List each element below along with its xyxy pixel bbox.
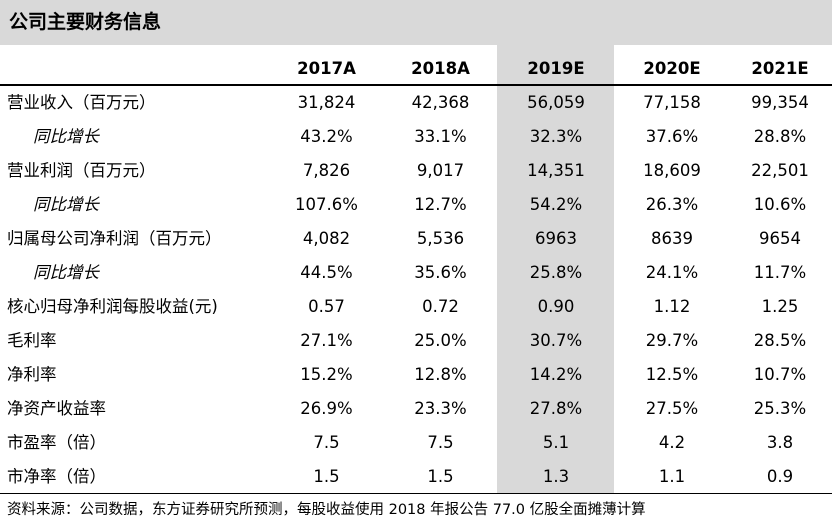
- table-cell: 3.8: [766, 433, 794, 452]
- table-cell: 43.2%: [300, 127, 353, 146]
- table-cell: 42,368: [411, 93, 470, 112]
- table-row: 净利率 15.2% 12.8% 14.2% 12.5% 10.7%: [0, 358, 832, 392]
- row-label: 市盈率（倍）: [7, 433, 106, 452]
- row-label: 同比增长: [33, 263, 99, 282]
- table-cell: 32.3%: [529, 127, 583, 146]
- table-cell: 10.6%: [753, 195, 807, 214]
- row-label: 市净率（倍）: [7, 467, 106, 486]
- table-cell: 1.3: [542, 467, 570, 486]
- table-cell: 12.5%: [645, 365, 699, 384]
- table-row: 同比增长 107.6% 12.7% 54.2% 26.3% 10.6%: [0, 188, 832, 222]
- column-header: 2020E: [643, 59, 701, 78]
- row-label: 毛利率: [7, 331, 57, 350]
- table-cell: 6963: [535, 229, 577, 248]
- row-label: 营业利润（百万元）: [7, 161, 156, 180]
- table-cell: 7.5: [427, 433, 454, 452]
- table-cell: 26.9%: [300, 399, 353, 418]
- table-row: 毛利率 27.1% 25.0% 30.7% 29.7% 28.5%: [0, 324, 832, 358]
- table-cell: 35.6%: [414, 263, 467, 282]
- table-cell: 0.72: [422, 297, 459, 316]
- source-note: 资料来源：公司数据，东方证券研究所预测，每股收益使用 2018 年报公告 77.…: [7, 502, 646, 518]
- title-bar: 公司主要财务信息: [0, 0, 832, 45]
- table-cell: 1.5: [313, 467, 340, 486]
- table-cell: 25.3%: [753, 399, 807, 418]
- table-cell: 4.2: [658, 433, 686, 452]
- table-cell: 27.1%: [300, 331, 353, 350]
- table-cell: 0.9: [766, 467, 794, 486]
- table-cell: 11.7%: [753, 263, 807, 282]
- table-cell: 77,158: [643, 93, 701, 112]
- row-label: 归属母公司净利润（百万元）: [7, 229, 222, 248]
- table-cell: 7,826: [302, 161, 351, 180]
- table-cell: 27.8%: [529, 399, 583, 418]
- table-cell: 15.2%: [300, 365, 353, 384]
- table-cell: 33.1%: [414, 127, 467, 146]
- table-cell: 0.90: [537, 297, 575, 316]
- table-cell: 25.8%: [529, 263, 583, 282]
- row-label: 核心归母净利润每股收益(元): [7, 297, 218, 316]
- table-cell: 23.3%: [414, 399, 467, 418]
- row-label: 净资产收益率: [7, 399, 106, 418]
- table-cell: 37.6%: [645, 127, 699, 146]
- column-header: 2018A: [411, 59, 470, 78]
- table-cell: 14.2%: [529, 365, 583, 384]
- table-cell: 8639: [651, 229, 693, 248]
- row-label: 营业收入（百万元）: [7, 93, 156, 112]
- table-row: 同比增长 43.2% 33.1% 32.3% 37.6% 28.8%: [0, 120, 832, 154]
- table-row: 归属母公司净利润（百万元） 4,082 5,536 6963 8639 9654: [0, 222, 832, 256]
- table-cell: 10.7%: [753, 365, 807, 384]
- table-cell: 24.1%: [645, 263, 699, 282]
- table-row: 营业利润（百万元） 7,826 9,017 14,351 18,609 22,5…: [0, 154, 832, 188]
- header-rule: [0, 84, 832, 86]
- table-cell: 28.8%: [753, 127, 807, 146]
- table-cell: 1.12: [653, 297, 691, 316]
- table-cell: 30.7%: [529, 331, 583, 350]
- table-cell: 5.1: [542, 433, 570, 452]
- table-cell: 4,082: [302, 229, 351, 248]
- column-header: 2017A: [297, 59, 356, 78]
- table-row: 市净率（倍） 1.5 1.5 1.3 1.1 0.9: [0, 460, 832, 494]
- table-cell: 1.5: [427, 467, 454, 486]
- table-cell: 31,824: [297, 93, 356, 112]
- table-row: 核心归母净利润每股收益(元) 0.57 0.72 0.90 1.12 1.25: [0, 290, 832, 324]
- table-cell: 28.5%: [753, 331, 807, 350]
- table-cell: 22,501: [751, 161, 809, 180]
- table-cell: 1.25: [761, 297, 799, 316]
- table-cell: 12.7%: [414, 195, 467, 214]
- table-cell: 44.5%: [300, 263, 353, 282]
- bottom-rule: [0, 493, 832, 494]
- row-label: 同比增长: [33, 195, 99, 214]
- column-header: 2019E: [527, 59, 585, 78]
- table-row: 同比增长 44.5% 35.6% 25.8% 24.1% 11.7%: [0, 256, 832, 290]
- row-label: 净利率: [7, 365, 57, 384]
- table-row: 净资产收益率 26.9% 23.3% 27.8% 27.5% 25.3%: [0, 392, 832, 426]
- table-cell: 7.5: [313, 433, 340, 452]
- table-cell: 1.1: [658, 467, 686, 486]
- table-cell: 9654: [759, 229, 801, 248]
- table-cell: 26.3%: [645, 195, 699, 214]
- highlight-column-2019e: [497, 45, 614, 494]
- table-cell: 27.5%: [645, 399, 699, 418]
- table-row: 市盈率（倍） 7.5 7.5 5.1 4.2 3.8: [0, 426, 832, 460]
- table-cell: 5,536: [416, 229, 465, 248]
- table-cell: 12.8%: [414, 365, 467, 384]
- table-cell: 56,059: [527, 93, 585, 112]
- table-cell: 107.6%: [295, 195, 358, 214]
- table-cell: 99,354: [751, 93, 809, 112]
- table-cell: 14,351: [527, 161, 585, 180]
- row-label: 同比增长: [33, 127, 99, 146]
- table-cell: 9,017: [416, 161, 465, 180]
- table-cell: 18,609: [643, 161, 701, 180]
- table-title: 公司主要财务信息: [9, 11, 162, 33]
- table-cell: 0.57: [308, 297, 345, 316]
- table-cell: 25.0%: [414, 331, 467, 350]
- table-cell: 54.2%: [529, 195, 583, 214]
- column-header: 2021E: [751, 59, 809, 78]
- table-cell: 29.7%: [645, 331, 699, 350]
- table-row: 营业收入（百万元） 31,824 42,368 56,059 77,158 99…: [0, 86, 832, 120]
